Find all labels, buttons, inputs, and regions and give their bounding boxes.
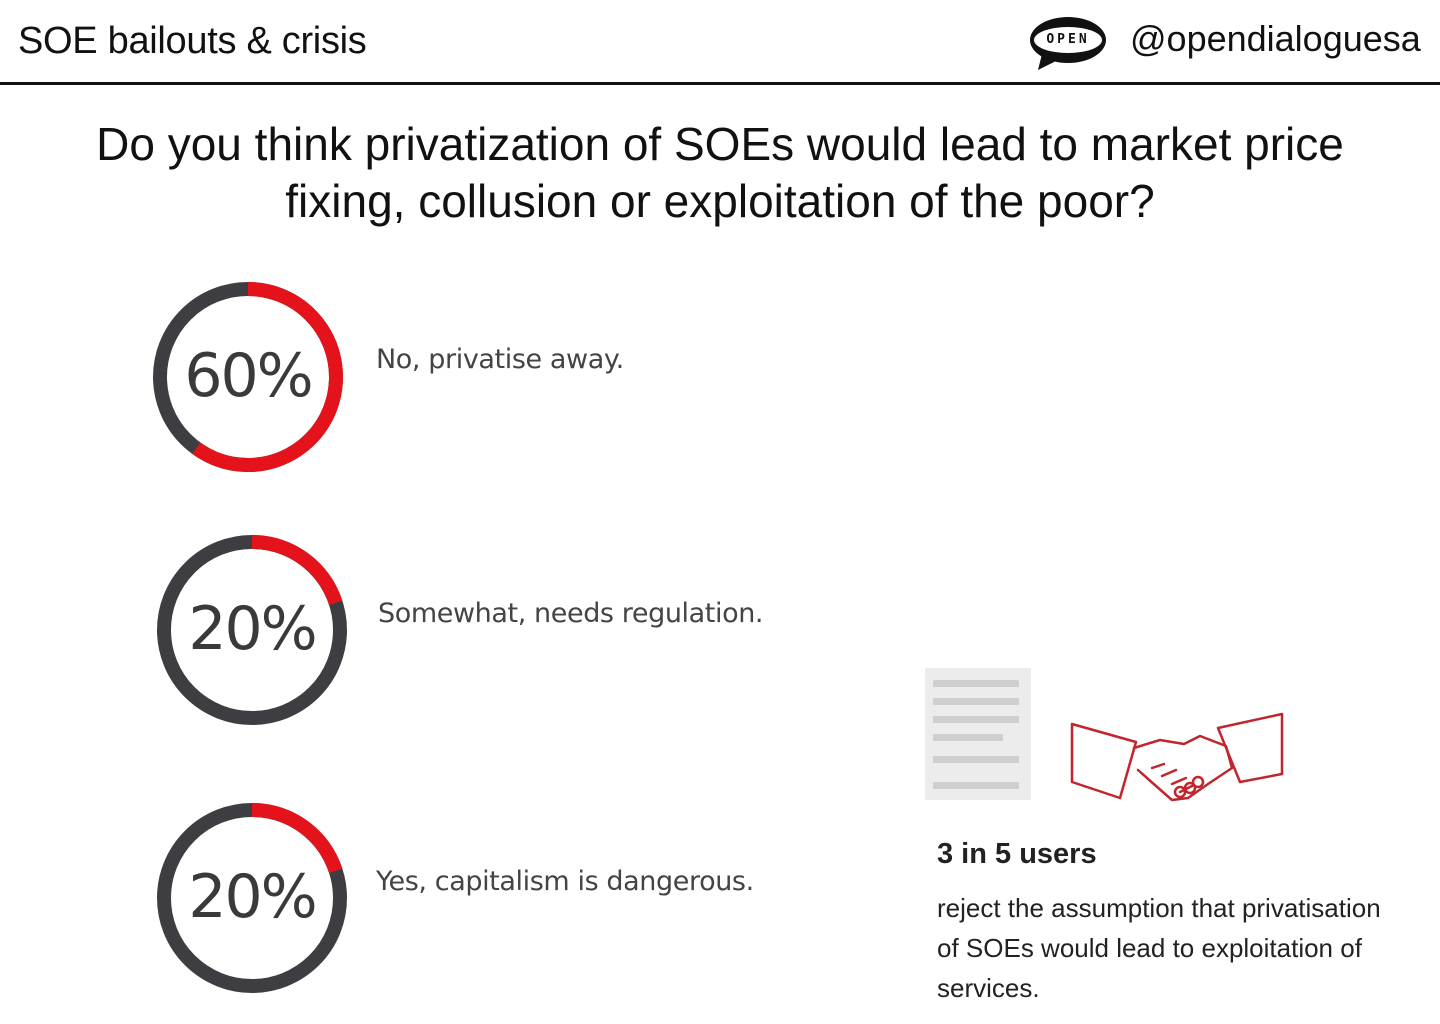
handshake-icon — [1068, 708, 1286, 804]
answer-label-3: Yes, capitalism is dangerous. — [376, 866, 754, 897]
donut-percent-label-3: 20% — [188, 862, 317, 932]
stat-description: reject the assumption that privatisation… — [937, 893, 1381, 1003]
survey-question: Do you think privatization of SOEs would… — [96, 118, 1344, 227]
donut-chart-group: 60% No, privatise away. 20% Somewhat, needs… — [80, 252, 840, 1012]
donut-value-arc-2 — [251, 535, 343, 606]
donut-percent-label-1: 60% — [184, 341, 313, 411]
social-handle: @opendialoguesa — [1130, 18, 1421, 59]
header-bar: SOE bailouts & crisis OPEN @opendialogue… — [0, 0, 1440, 85]
answer-label-1: No, privatise away. — [376, 344, 624, 375]
donut-value-arc-1 — [192, 282, 343, 472]
donut-rings — [153, 282, 347, 993]
header-title: SOE bailouts & crisis — [18, 20, 367, 62]
document-icon — [925, 668, 1031, 800]
open-logo-icon: OPEN — [1028, 14, 1112, 72]
logo-text: OPEN — [1046, 32, 1090, 47]
donut-percent-label-2: 20% — [188, 594, 317, 664]
donut-value-arc-3 — [251, 803, 343, 874]
answer-label-2: Somewhat, needs regulation. — [378, 598, 764, 629]
stat-headline: 3 in 5 users — [937, 838, 1097, 870]
